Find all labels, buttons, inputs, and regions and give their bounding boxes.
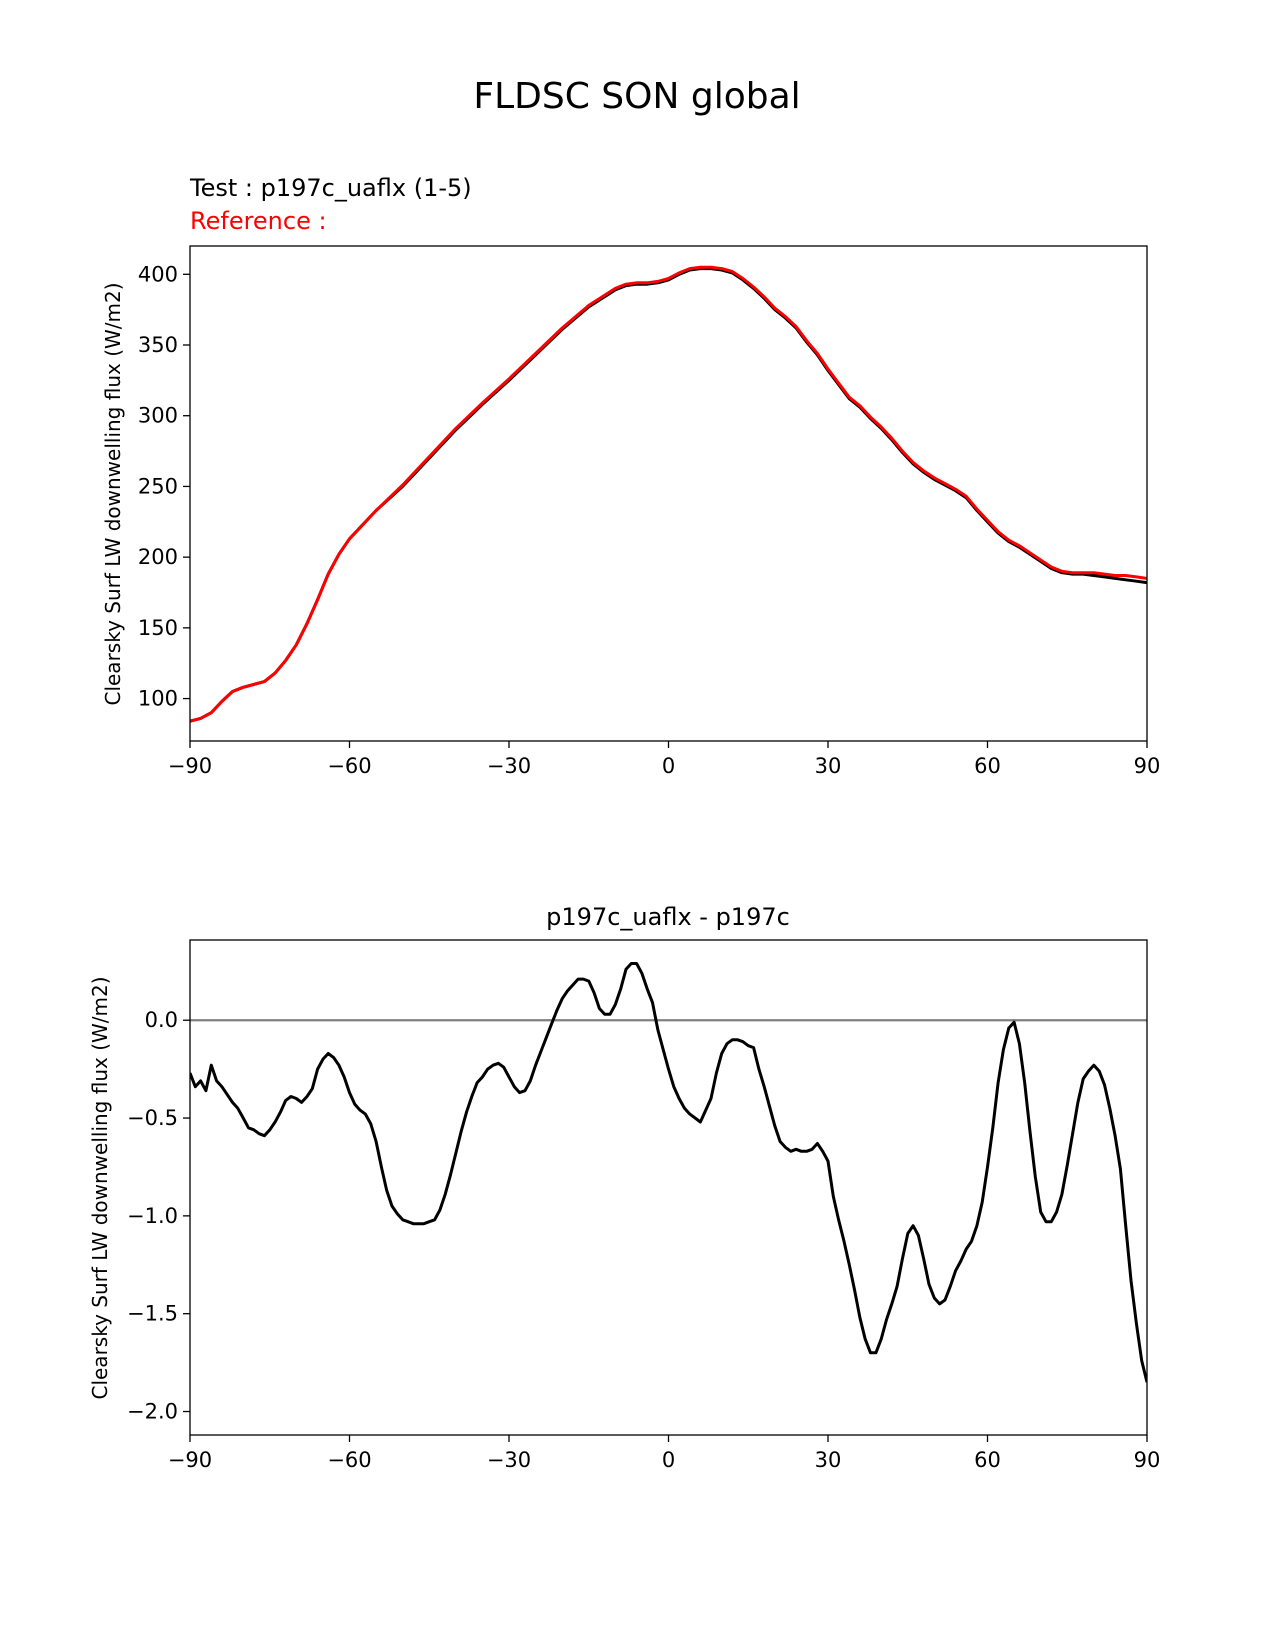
top-y-tick-label: 100	[138, 687, 178, 711]
bottom-y-axis-label: Clearsky Surf LW downwelling flux (W/m2)	[88, 976, 112, 1399]
top-x-tick-label: 60	[974, 754, 1001, 778]
top-panel: Test : p197c_uaflx (1-5) Reference : −90…	[101, 174, 1160, 778]
top-y-tick-label: 350	[138, 333, 178, 357]
top-x-tick-label: −60	[327, 754, 371, 778]
top-y-tick-label: 150	[138, 616, 178, 640]
diff-title: p197c_uaflx - p197c	[546, 903, 790, 931]
top-x-tick-label: −30	[487, 754, 531, 778]
bottom-y-tick-label: 0.0	[145, 1008, 178, 1032]
top-y-ticks: 100 150 200 250 300 350 400	[138, 262, 190, 711]
reference-series-line	[190, 265, 1147, 723]
top-y-tick-label: 250	[138, 474, 178, 498]
bottom-x-tick-label: 90	[1134, 1448, 1161, 1472]
top-x-tick-label: 30	[815, 754, 842, 778]
bottom-x-tick-label: 0	[662, 1448, 675, 1472]
bottom-x-tick-label: 60	[974, 1448, 1001, 1472]
top-y-tick-label: 300	[138, 404, 178, 428]
top-plot-area	[190, 265, 1147, 723]
test-series-line	[190, 267, 1147, 723]
bottom-y-tick-label: −1.5	[127, 1302, 178, 1326]
bottom-x-tick-label: −60	[327, 1448, 371, 1472]
figure-suptitle: FLDSC SON global	[473, 76, 800, 117]
bottom-y-ticks: −2.0 −1.5 −1.0 −0.5 0.0	[127, 1008, 190, 1424]
top-x-ticks: −90 −60 −30 0 30 60 90	[168, 741, 1161, 778]
bottom-y-tick-label: −0.5	[127, 1106, 178, 1130]
top-x-tick-label: 0	[662, 754, 675, 778]
bottom-axes-frame	[189, 939, 1148, 1436]
top-y-axis-label: Clearsky Surf LW downwelling flux (W/m2)	[101, 282, 125, 705]
top-x-tick-label: 90	[1134, 754, 1161, 778]
bottom-x-tick-label: −30	[487, 1448, 531, 1472]
bottom-plot-area	[190, 962, 1147, 1383]
top-y-tick-label: 400	[138, 262, 178, 286]
bottom-x-ticks: −90 −60 −30 0 30 60 90	[168, 1435, 1161, 1472]
bottom-y-tick-label: −2.0	[127, 1400, 178, 1424]
bottom-panel: p197c_uaflx - p197c −90 −60 −30 0 30 60 90 −2.…	[88, 903, 1160, 1472]
test-label: Test : p197c_uaflx (1-5)	[189, 174, 472, 202]
top-x-tick-label: −90	[168, 754, 212, 778]
difference-series-line	[190, 962, 1147, 1383]
top-y-tick-label: 200	[138, 545, 178, 569]
bottom-x-tick-label: 30	[815, 1448, 842, 1472]
bottom-x-tick-label: −90	[168, 1448, 212, 1472]
top-axes-frame	[189, 245, 1148, 742]
bottom-y-tick-label: −1.0	[127, 1204, 178, 1228]
reference-label: Reference :	[190, 207, 327, 235]
